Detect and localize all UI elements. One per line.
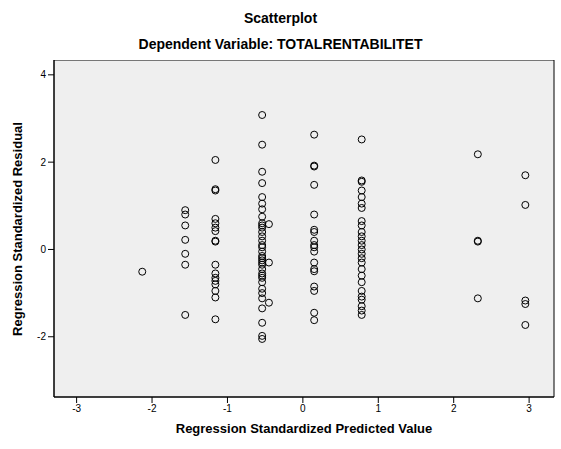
svg-text:4: 4 — [40, 69, 46, 80]
html-text:Regression Standardized Predic: Regression Standardized Predicted Value — [175, 421, 433, 436]
svg-text:3: 3 — [526, 403, 532, 414]
svg-text:-2: -2 — [148, 403, 157, 414]
html-text:Dependent Variable: TOTALRENTA: Dependent Variable: TOTALRENTABILITET — [138, 36, 423, 52]
svg-text:2: 2 — [451, 403, 457, 414]
svg-text:-1: -1 — [223, 403, 232, 414]
svg-text:2: 2 — [40, 157, 46, 168]
svg-text:0: 0 — [300, 403, 306, 414]
svg-text:1: 1 — [376, 403, 382, 414]
svg-text:0: 0 — [40, 244, 46, 255]
svg-text:-2: -2 — [37, 331, 46, 342]
html-text:Scatterplot: Scatterplot — [243, 10, 318, 26]
html-text:Regression Standardized Residu: Regression Standardized Residual — [10, 122, 25, 336]
svg-text:-3: -3 — [72, 403, 81, 414]
